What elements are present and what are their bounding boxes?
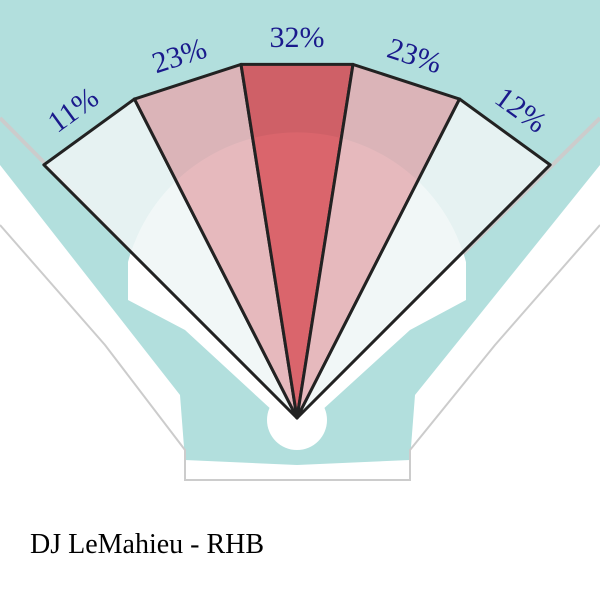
value-label: 32% xyxy=(270,21,325,54)
wedges xyxy=(42,62,552,420)
stands-outline xyxy=(0,224,600,481)
wedge xyxy=(295,97,552,420)
chart-title: DJ LeMahieu - RHB xyxy=(30,529,264,560)
